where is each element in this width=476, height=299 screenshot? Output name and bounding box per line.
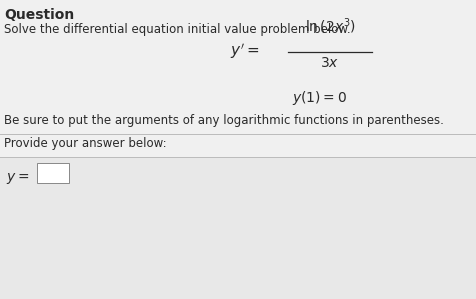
Text: $y =$: $y =$ bbox=[6, 171, 30, 186]
Text: $\mathrm{ln}\,(2x^{3})$: $\mathrm{ln}\,(2x^{3})$ bbox=[304, 16, 355, 36]
Text: $y' =$: $y' =$ bbox=[230, 41, 259, 61]
Text: $3x$: $3x$ bbox=[320, 56, 339, 70]
Text: Provide your answer below:: Provide your answer below: bbox=[4, 137, 166, 150]
Text: $y(1) = 0$: $y(1) = 0$ bbox=[292, 89, 347, 107]
Text: Be sure to put the arguments of any logarithmic functions in parentheses.: Be sure to put the arguments of any loga… bbox=[4, 114, 443, 127]
FancyBboxPatch shape bbox=[37, 163, 69, 183]
Text: Solve the differential equation initial value problem below.: Solve the differential equation initial … bbox=[4, 23, 350, 36]
Text: Question: Question bbox=[4, 8, 74, 22]
Bar bbox=[0, 157, 476, 299]
